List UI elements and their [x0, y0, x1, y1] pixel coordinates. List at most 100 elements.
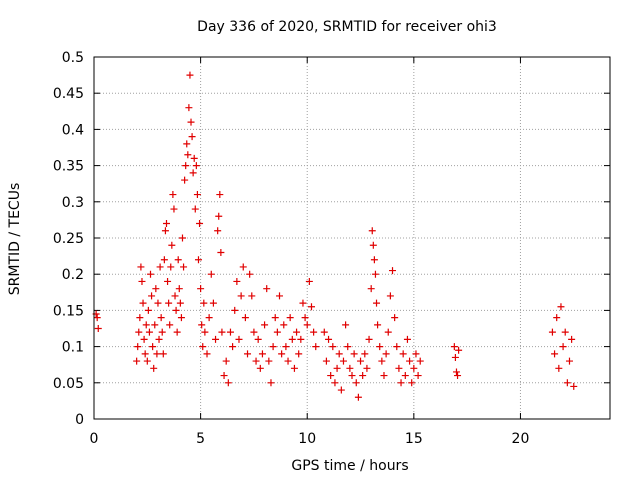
data-point: [196, 220, 204, 228]
data-point: [354, 393, 362, 401]
y-tick-label: 0.2: [62, 267, 84, 283]
data-point: [148, 292, 156, 300]
data-point: [167, 263, 175, 271]
data-points: [92, 71, 578, 401]
data-point: [305, 277, 313, 285]
data-point: [222, 357, 230, 365]
data-point: [214, 227, 222, 235]
data-point: [172, 306, 180, 314]
x-tick-label: 15: [405, 431, 423, 447]
data-point: [192, 162, 200, 170]
data-point: [333, 364, 341, 372]
data-point: [161, 227, 169, 235]
data-point: [269, 343, 277, 351]
data-point: [391, 314, 399, 322]
data-point: [183, 140, 191, 148]
x-tick-label: 10: [298, 431, 316, 447]
data-point: [145, 328, 153, 336]
data-point: [156, 263, 164, 271]
data-point: [320, 328, 328, 336]
data-point: [176, 299, 184, 307]
data-point: [133, 357, 141, 365]
data-point: [380, 372, 388, 380]
data-point: [197, 285, 205, 293]
data-point: [325, 335, 333, 343]
data-point: [557, 303, 565, 311]
tick-group: 0 0.05 0.1 0.15 0.2 0.25 0.3 0.35 0.4 0.45 0.5 0 5 10…: [53, 50, 610, 447]
data-point: [155, 335, 163, 343]
data-point: [401, 372, 409, 380]
grid-lines: [94, 57, 610, 419]
data-point: [143, 357, 151, 365]
data-point: [191, 205, 199, 213]
data-point: [250, 328, 258, 336]
data-point: [215, 212, 223, 220]
data-point: [361, 350, 369, 358]
y-tick-label: 0.1: [62, 340, 84, 356]
data-point: [389, 267, 397, 275]
data-point: [205, 314, 213, 322]
data-point: [241, 314, 249, 322]
data-point: [135, 328, 143, 336]
data-point: [393, 343, 401, 351]
y-tick-label: 0.45: [53, 86, 84, 102]
data-point: [352, 379, 360, 387]
data-point: [216, 191, 224, 199]
data-point: [284, 357, 292, 365]
data-point: [359, 372, 367, 380]
data-point: [186, 71, 194, 79]
data-point: [194, 256, 202, 264]
data-point: [134, 343, 142, 351]
data-point: [570, 382, 578, 390]
data-point: [154, 299, 162, 307]
data-point: [373, 299, 381, 307]
y-tick-label: 0.5: [62, 50, 84, 66]
y-tick-label: 0.3: [62, 195, 84, 211]
data-point: [94, 325, 102, 332]
data-point: [565, 357, 573, 365]
data-point: [141, 350, 149, 358]
data-point: [265, 357, 273, 365]
data-point: [159, 350, 167, 358]
y-tick-label: 0.05: [53, 376, 84, 392]
data-point: [310, 328, 318, 336]
data-point: [150, 364, 158, 372]
data-point: [212, 335, 220, 343]
data-point: [382, 350, 390, 358]
data-point: [152, 285, 160, 293]
data-point: [278, 350, 286, 358]
data-point: [209, 299, 217, 307]
data-point: [248, 292, 256, 300]
data-point: [276, 292, 284, 300]
data-point: [339, 357, 347, 365]
data-point: [193, 191, 201, 199]
data-point: [280, 321, 288, 329]
data-point: [220, 372, 228, 380]
data-point: [151, 321, 159, 329]
data-point: [397, 379, 405, 387]
data-point: [200, 299, 208, 307]
data-point: [348, 372, 356, 380]
data-point: [187, 118, 195, 126]
data-point: [337, 386, 345, 394]
data-point: [365, 335, 373, 343]
data-point: [374, 321, 382, 329]
x-axis-label: GPS time / hours: [291, 458, 408, 474]
data-point: [93, 314, 101, 322]
data-point: [312, 343, 320, 351]
data-point: [177, 314, 185, 322]
data-point: [231, 306, 239, 314]
data-point: [144, 306, 152, 314]
data-point: [303, 321, 311, 329]
data-point: [237, 292, 245, 300]
data-point: [370, 256, 378, 264]
data-point: [369, 241, 377, 249]
data-point: [182, 162, 190, 170]
data-point: [174, 256, 182, 264]
data-point: [140, 335, 148, 343]
plot-frame: [93, 56, 611, 420]
data-point: [271, 314, 279, 322]
data-point: [293, 328, 301, 336]
data-point: [452, 368, 460, 376]
data-point: [568, 335, 576, 343]
